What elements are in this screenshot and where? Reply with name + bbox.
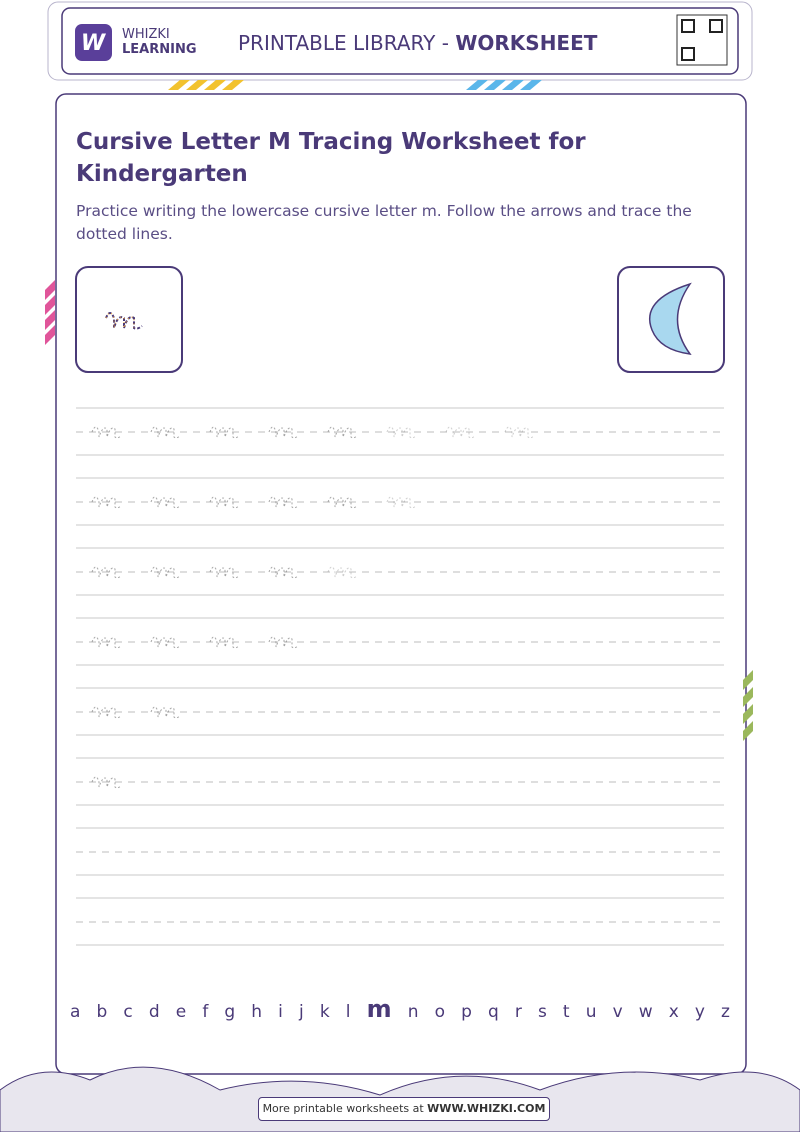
- trace-letter: [386, 426, 417, 439]
- trace-letter: [91, 636, 122, 649]
- trace-letter: [268, 496, 299, 509]
- trace-letter: [209, 636, 240, 649]
- description: Practice writing the lowercase cursive l…: [76, 202, 692, 243]
- brand: WHIZKI LEARNING: [122, 27, 197, 57]
- letter: g: [224, 1002, 236, 1022]
- trace-letter: [327, 426, 358, 439]
- letter: i: [278, 1002, 283, 1022]
- title: Cursive Letter M Tracing Worksheet for K…: [76, 129, 586, 187]
- letter: q: [487, 1002, 499, 1022]
- footer-link[interactable]: WWW.WHIZKI.COM: [427, 1102, 546, 1115]
- footer: More printable worksheets at WWW.WHIZKI.…: [258, 1097, 550, 1121]
- letter: d: [148, 1002, 160, 1022]
- letter: m: [366, 995, 392, 1023]
- brand-bottom: LEARNING: [122, 42, 197, 57]
- letter: k: [319, 1002, 330, 1022]
- trace-letter: [268, 636, 299, 649]
- letter: p: [461, 1002, 472, 1022]
- letter: z: [721, 1002, 730, 1022]
- letter: r: [514, 1002, 522, 1022]
- library-bold: WORKSHEET: [455, 31, 598, 55]
- trace-letter: [209, 426, 240, 439]
- letter: f: [202, 1002, 209, 1022]
- letter: y: [694, 1002, 705, 1022]
- brand-top: WHIZKI: [122, 27, 170, 42]
- trace-letter: [91, 776, 122, 789]
- letter: n: [407, 1002, 419, 1022]
- letter: l: [345, 1002, 351, 1022]
- trace-letter: [445, 426, 476, 439]
- trace-letter: [150, 566, 181, 579]
- svg-text:W: W: [81, 31, 107, 56]
- letter: w: [638, 1002, 653, 1022]
- trace-letter: [327, 566, 358, 579]
- library-heading: PRINTABLE LIBRARY - WORKSHEET: [238, 31, 597, 55]
- trace-letter: [91, 426, 122, 439]
- letter: e: [175, 1002, 187, 1022]
- trace-letter: [504, 426, 535, 439]
- letter: v: [612, 1002, 623, 1022]
- letter: x: [668, 1002, 679, 1022]
- library: PRINTABLE LIBRARY -: [238, 31, 456, 55]
- trace-letter: [91, 496, 122, 509]
- trace-letter: [209, 566, 240, 579]
- trace-letter: [268, 566, 299, 579]
- trace-letter: [150, 706, 181, 719]
- trace-letter: [268, 426, 299, 439]
- letter: c: [123, 1002, 133, 1022]
- trace-letter: [91, 566, 122, 579]
- letter: o: [434, 1002, 445, 1022]
- trace-letter: [150, 496, 181, 509]
- letter: s: [537, 1002, 547, 1022]
- letter: j: [299, 1002, 304, 1022]
- letter: a: [70, 1002, 81, 1022]
- letter: b: [96, 1002, 108, 1022]
- trace-letter: [386, 496, 417, 509]
- footer-text: More printable worksheets at: [262, 1102, 428, 1115]
- trace-letter: [150, 636, 181, 649]
- letter: u: [585, 1002, 597, 1022]
- trace-letter: [327, 496, 358, 509]
- trace-letter: [91, 706, 122, 719]
- letter: h: [251, 1002, 263, 1022]
- letter: t: [562, 1002, 570, 1022]
- trace-letter: [150, 426, 181, 439]
- trace-letter: [209, 496, 240, 509]
